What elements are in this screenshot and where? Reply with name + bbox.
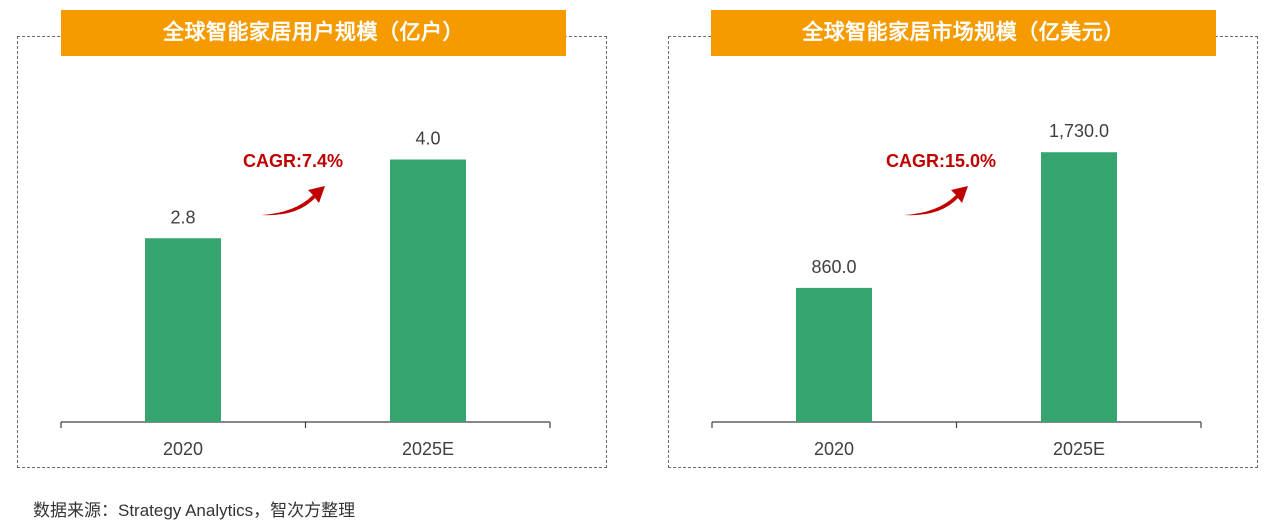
source-note: 数据来源：Strategy Analytics，智次方整理 bbox=[33, 501, 356, 520]
bar-chart-users: 2.8 2020 4.0 2025E CAGR:7.4% bbox=[60, 129, 551, 459]
x-tick-label: 2020 bbox=[814, 439, 854, 459]
bar-value-label: 2.8 bbox=[170, 207, 195, 227]
x-tick-label: 2025E bbox=[1053, 439, 1105, 459]
cagr-annotation: CAGR:15.0% bbox=[886, 151, 996, 171]
chart-title-market: 全球智能家居市场规模（亿美元） bbox=[711, 10, 1216, 56]
chart-panel-users: 全球智能家居用户规模（亿户） 2.8 2020 4.0 2025E CAGR:7.4% bbox=[17, 10, 607, 468]
bar-2025e bbox=[390, 159, 466, 422]
bar-value-label: 4.0 bbox=[415, 129, 440, 149]
bar-2020 bbox=[145, 238, 221, 422]
bar-value-label: 860.0 bbox=[811, 257, 856, 277]
bar-2020 bbox=[796, 287, 872, 422]
chart-panel-market: 全球智能家居市场规模（亿美元） 860.0 2020 1,730.0 2025E CAG… bbox=[668, 10, 1258, 468]
bar-chart-market: 860.0 2020 1,730.0 2025E CAGR:15.0% bbox=[711, 121, 1202, 459]
x-tick-label: 2025E bbox=[402, 439, 454, 459]
x-tick-label: 2020 bbox=[163, 439, 203, 459]
cagr-annotation: CAGR:7.4% bbox=[243, 151, 343, 171]
growth-arrow-icon bbox=[261, 186, 325, 216]
bar-value-label: 1,730.0 bbox=[1049, 121, 1109, 141]
chart-title-users: 全球智能家居用户规模（亿户） bbox=[61, 10, 566, 56]
bar-2025e bbox=[1041, 152, 1117, 422]
growth-arrow-icon bbox=[904, 186, 968, 216]
